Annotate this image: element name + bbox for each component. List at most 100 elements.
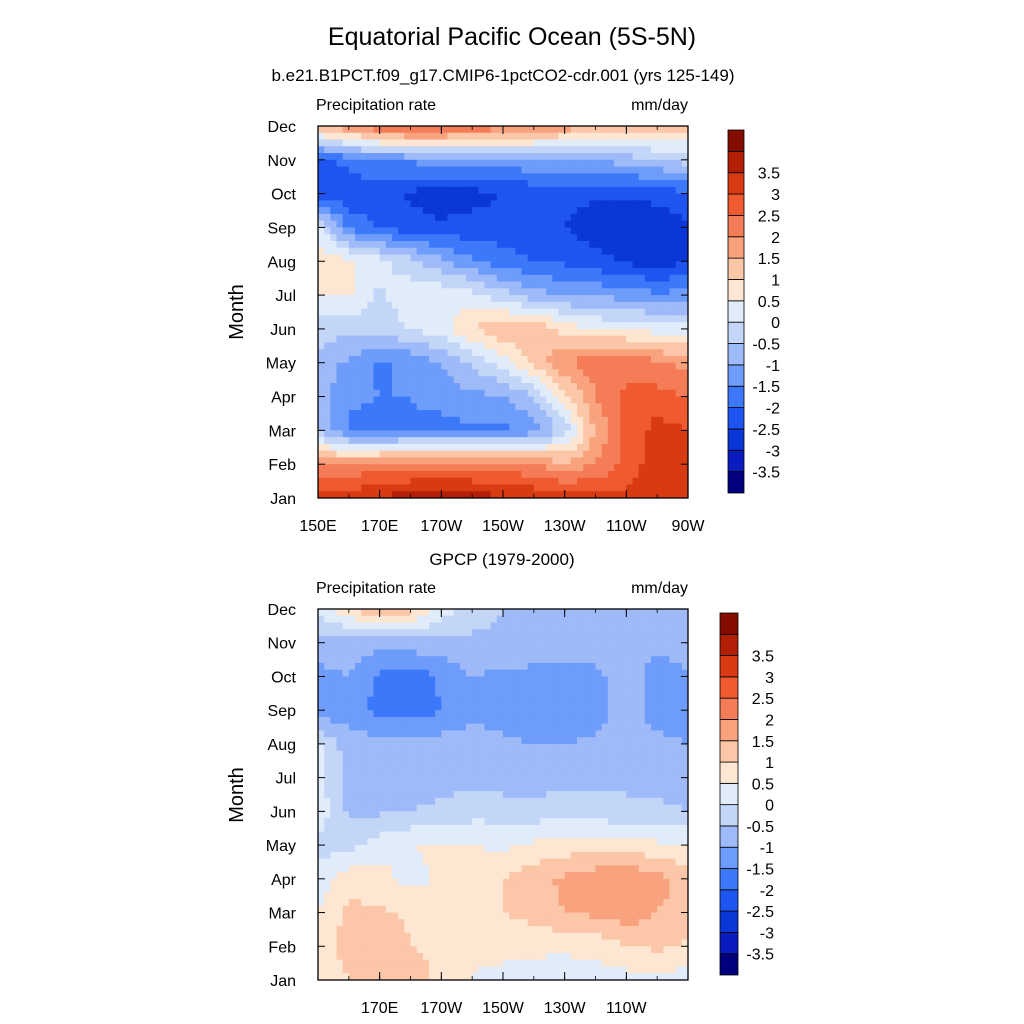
heatmap-cell <box>644 315 652 323</box>
heatmap-cell <box>669 484 677 492</box>
heatmap-cell <box>564 730 572 738</box>
heatmap-cell <box>657 743 664 752</box>
heatmap-cell <box>472 737 479 745</box>
heatmap-cell <box>336 669 344 678</box>
heatmap-cell <box>379 328 387 337</box>
heatmap-cell <box>558 696 566 705</box>
heatmap-cell <box>336 609 344 617</box>
heatmap-cell <box>379 615 387 624</box>
heatmap-cell <box>681 484 688 492</box>
heatmap-cell <box>681 328 688 337</box>
heatmap-cell <box>540 247 547 256</box>
y-tick-label: May <box>266 356 296 373</box>
heatmap-cell <box>490 464 498 472</box>
heatmap-cell <box>373 410 381 418</box>
heatmap-cell <box>342 342 350 350</box>
heatmap-cell <box>675 464 683 472</box>
heatmap-cell <box>657 410 664 418</box>
heatmap-cell <box>607 193 615 201</box>
heatmap-cell <box>533 396 541 404</box>
heatmap-cell <box>379 669 387 678</box>
heatmap-cell <box>336 450 344 459</box>
heatmap-cell <box>607 240 615 249</box>
heatmap-cell <box>503 403 510 411</box>
heatmap-cell <box>361 247 368 256</box>
heatmap-cell <box>422 159 430 168</box>
heatmap-cell <box>441 322 449 330</box>
heatmap-cell <box>318 757 325 765</box>
heatmap-cell <box>404 423 412 431</box>
heatmap-cell <box>583 743 590 752</box>
heatmap-cell <box>546 716 553 725</box>
heatmap-cell <box>540 683 547 691</box>
heatmap-cell <box>496 180 504 188</box>
heatmap-cell <box>336 146 344 154</box>
heatmap-cell <box>342 166 350 174</box>
heatmap-cell <box>379 207 387 215</box>
heatmap-cell <box>632 609 640 617</box>
heatmap-cell <box>367 247 375 256</box>
heatmap-cell <box>558 416 566 425</box>
heatmap-cell <box>447 274 455 283</box>
heatmap-cell <box>669 268 677 276</box>
heatmap-cell <box>324 288 331 296</box>
heatmap-cell <box>540 240 547 249</box>
heatmap-cell <box>422 126 430 134</box>
heatmap-cell <box>675 662 683 671</box>
heatmap-cell <box>638 757 646 765</box>
heatmap-cell <box>651 322 658 330</box>
heatmap-cell <box>398 396 405 404</box>
heatmap-cell <box>570 396 578 404</box>
heatmap-cell <box>441 777 449 785</box>
heatmap-cell <box>681 362 688 371</box>
panel-model: Precipitation rate mm/dayMonthJanFebMarAp… <box>226 97 780 535</box>
heatmap-cell <box>355 227 362 235</box>
heatmap-cell <box>546 173 553 181</box>
heatmap-cell <box>564 477 572 486</box>
heatmap-cell <box>385 159 393 168</box>
heatmap-cell <box>620 764 627 772</box>
heatmap-cell <box>632 730 640 738</box>
heatmap-cell <box>410 315 418 323</box>
heatmap-cell <box>416 254 424 262</box>
heatmap-cell <box>552 764 560 772</box>
heatmap-cell <box>496 450 504 459</box>
heatmap-cell <box>663 403 671 411</box>
heatmap-cell <box>595 777 603 785</box>
heatmap-cell <box>466 757 473 765</box>
heatmap-cell <box>422 696 430 705</box>
heatmap-cell <box>459 770 467 779</box>
heatmap-cell <box>552 683 560 691</box>
heatmap-cell <box>385 220 393 229</box>
heatmap-cell <box>441 450 449 459</box>
heatmap-cell <box>675 281 683 289</box>
heatmap-cell <box>484 662 492 671</box>
heatmap-cell <box>533 403 541 411</box>
heatmap-cell <box>533 743 541 752</box>
heatmap-cell <box>515 730 523 738</box>
heatmap-cell <box>472 180 479 188</box>
heatmap-cell <box>429 227 436 235</box>
heatmap-cell <box>601 383 609 391</box>
heatmap-cell <box>607 254 615 262</box>
heatmap-cell <box>416 268 424 276</box>
heatmap-cell <box>552 757 560 765</box>
heatmap-cell <box>385 689 393 698</box>
heatmap-cell <box>601 355 609 364</box>
heatmap-cell <box>663 669 671 678</box>
heatmap-cell <box>453 629 461 637</box>
heatmap-cell <box>607 730 615 738</box>
heatmap-cell <box>527 649 535 657</box>
heatmap-cell <box>657 383 664 391</box>
heatmap-cell <box>490 669 498 678</box>
heatmap-cell <box>324 322 331 330</box>
heatmap-cell <box>614 166 621 174</box>
heatmap-cell <box>324 132 331 141</box>
heatmap-cell <box>385 349 393 357</box>
heatmap-cell <box>416 295 424 303</box>
heatmap-cell <box>681 683 688 691</box>
heatmap-cell <box>570 457 578 465</box>
heatmap-cell <box>367 649 375 657</box>
heatmap-cell <box>669 180 677 188</box>
heatmap-cell <box>515 669 523 678</box>
